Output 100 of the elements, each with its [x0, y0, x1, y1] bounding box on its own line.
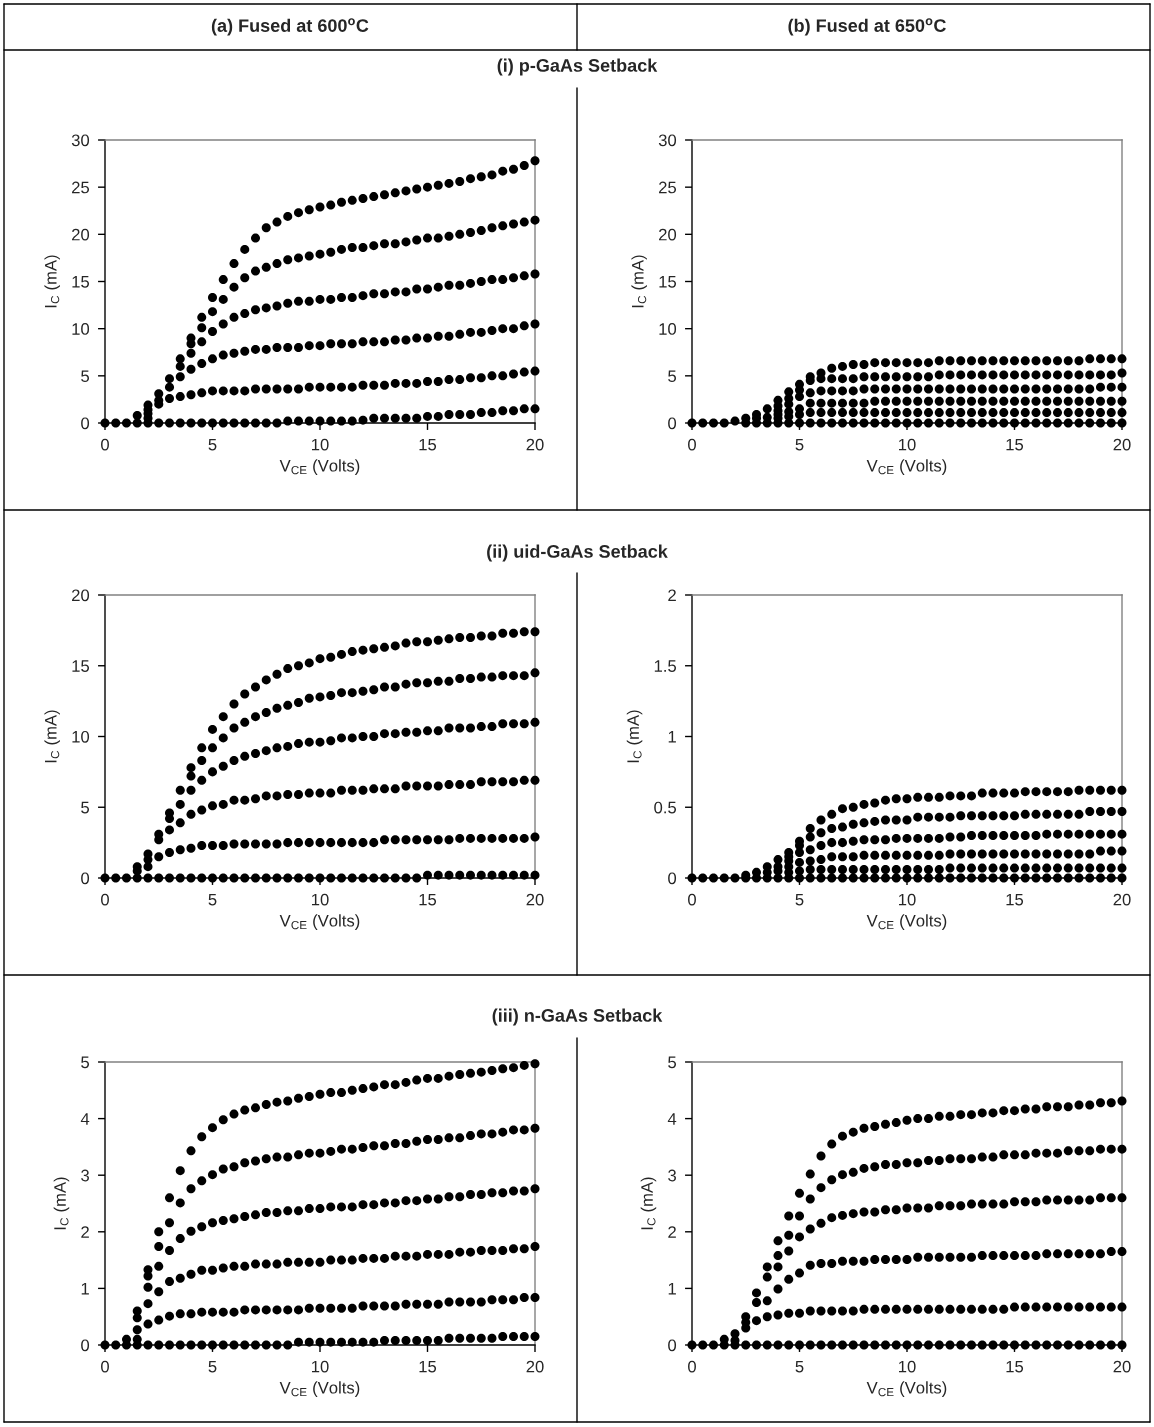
point: [401, 727, 411, 737]
point: [881, 1205, 890, 1215]
point: [1117, 368, 1127, 378]
point: [530, 404, 540, 414]
point: [261, 1208, 271, 1218]
point: [1074, 809, 1084, 819]
point: [881, 1304, 890, 1314]
point: [848, 1340, 858, 1350]
point: [891, 396, 901, 406]
point: [175, 845, 185, 855]
point: [530, 1242, 540, 1252]
point: [881, 358, 890, 368]
point: [369, 784, 379, 794]
point: [261, 1305, 271, 1315]
point: [412, 378, 422, 388]
point: [240, 1340, 250, 1350]
point: [945, 396, 955, 406]
y-axis-title: I$_{C}$ (mA): [626, 710, 643, 763]
point: [762, 1340, 772, 1350]
point: [283, 1340, 293, 1350]
point: [827, 1259, 837, 1268]
point: [444, 1133, 454, 1143]
point: [913, 850, 923, 860]
point: [956, 396, 966, 406]
point: [487, 1295, 497, 1305]
point: [1085, 849, 1095, 859]
point: [934, 873, 944, 883]
point: [229, 1340, 239, 1350]
point: [240, 873, 250, 883]
point: [999, 1150, 1009, 1160]
point: [272, 839, 282, 849]
point: [945, 863, 955, 873]
point: [390, 413, 400, 423]
point: [261, 384, 271, 394]
point: [498, 628, 508, 638]
point: [1063, 384, 1073, 394]
y-tick-label: 25: [659, 181, 677, 194]
point: [1117, 382, 1127, 392]
point: [902, 873, 912, 883]
point: [519, 1332, 529, 1342]
point: [1020, 849, 1030, 859]
point: [999, 831, 1009, 841]
point: [934, 1201, 944, 1211]
y-tick-label: 15: [659, 276, 677, 288]
x-tick-label: 15: [419, 1360, 437, 1373]
point: [519, 1244, 529, 1254]
point: [945, 1340, 955, 1350]
point: [956, 356, 966, 366]
point: [902, 1304, 912, 1314]
point: [945, 873, 955, 883]
point: [924, 873, 933, 883]
point: [315, 382, 325, 392]
point: [902, 815, 912, 825]
point: [498, 671, 508, 681]
point: [337, 244, 346, 254]
point: [476, 226, 486, 236]
point: [347, 293, 357, 303]
y-tick-label: 0: [668, 1339, 677, 1352]
point: [956, 1154, 966, 1164]
text: (i) p-GaAs Setback: [497, 58, 658, 76]
point: [934, 1252, 944, 1262]
point: [175, 1273, 185, 1283]
point: [838, 1306, 847, 1316]
point: [1074, 396, 1084, 406]
point: [154, 1340, 164, 1350]
point: [423, 182, 432, 192]
point: [218, 733, 228, 743]
point: [444, 780, 454, 790]
point: [848, 418, 858, 428]
point: [805, 873, 815, 883]
point: [347, 733, 357, 743]
point: [229, 1261, 239, 1271]
point: [1020, 873, 1030, 883]
x-axis-title: V$_{CE}$ (Volts): [866, 914, 947, 930]
point: [967, 1252, 976, 1262]
point: [509, 1295, 518, 1305]
point: [455, 1069, 465, 1079]
point: [999, 1106, 1009, 1116]
point: [1053, 1148, 1062, 1158]
point: [272, 1208, 282, 1218]
point: [218, 386, 228, 396]
point: [859, 865, 869, 875]
point: [1063, 418, 1073, 428]
y-tick-label: 10: [72, 323, 90, 335]
point: [476, 672, 486, 682]
text: (iii) n-GaAs Setback: [492, 1008, 663, 1026]
point: [218, 1164, 228, 1174]
point: [476, 1189, 486, 1199]
point: [1053, 863, 1062, 873]
point: [913, 1252, 923, 1262]
point: [977, 863, 987, 873]
point: [208, 293, 217, 303]
point: [891, 1159, 901, 1169]
point: [902, 794, 912, 804]
point: [1020, 1251, 1030, 1261]
point: [358, 873, 368, 883]
x-axis-title: V$_{CE}$ (Volts): [866, 1381, 947, 1397]
point: [838, 1340, 847, 1350]
point: [1117, 785, 1127, 795]
point: [423, 1299, 432, 1309]
